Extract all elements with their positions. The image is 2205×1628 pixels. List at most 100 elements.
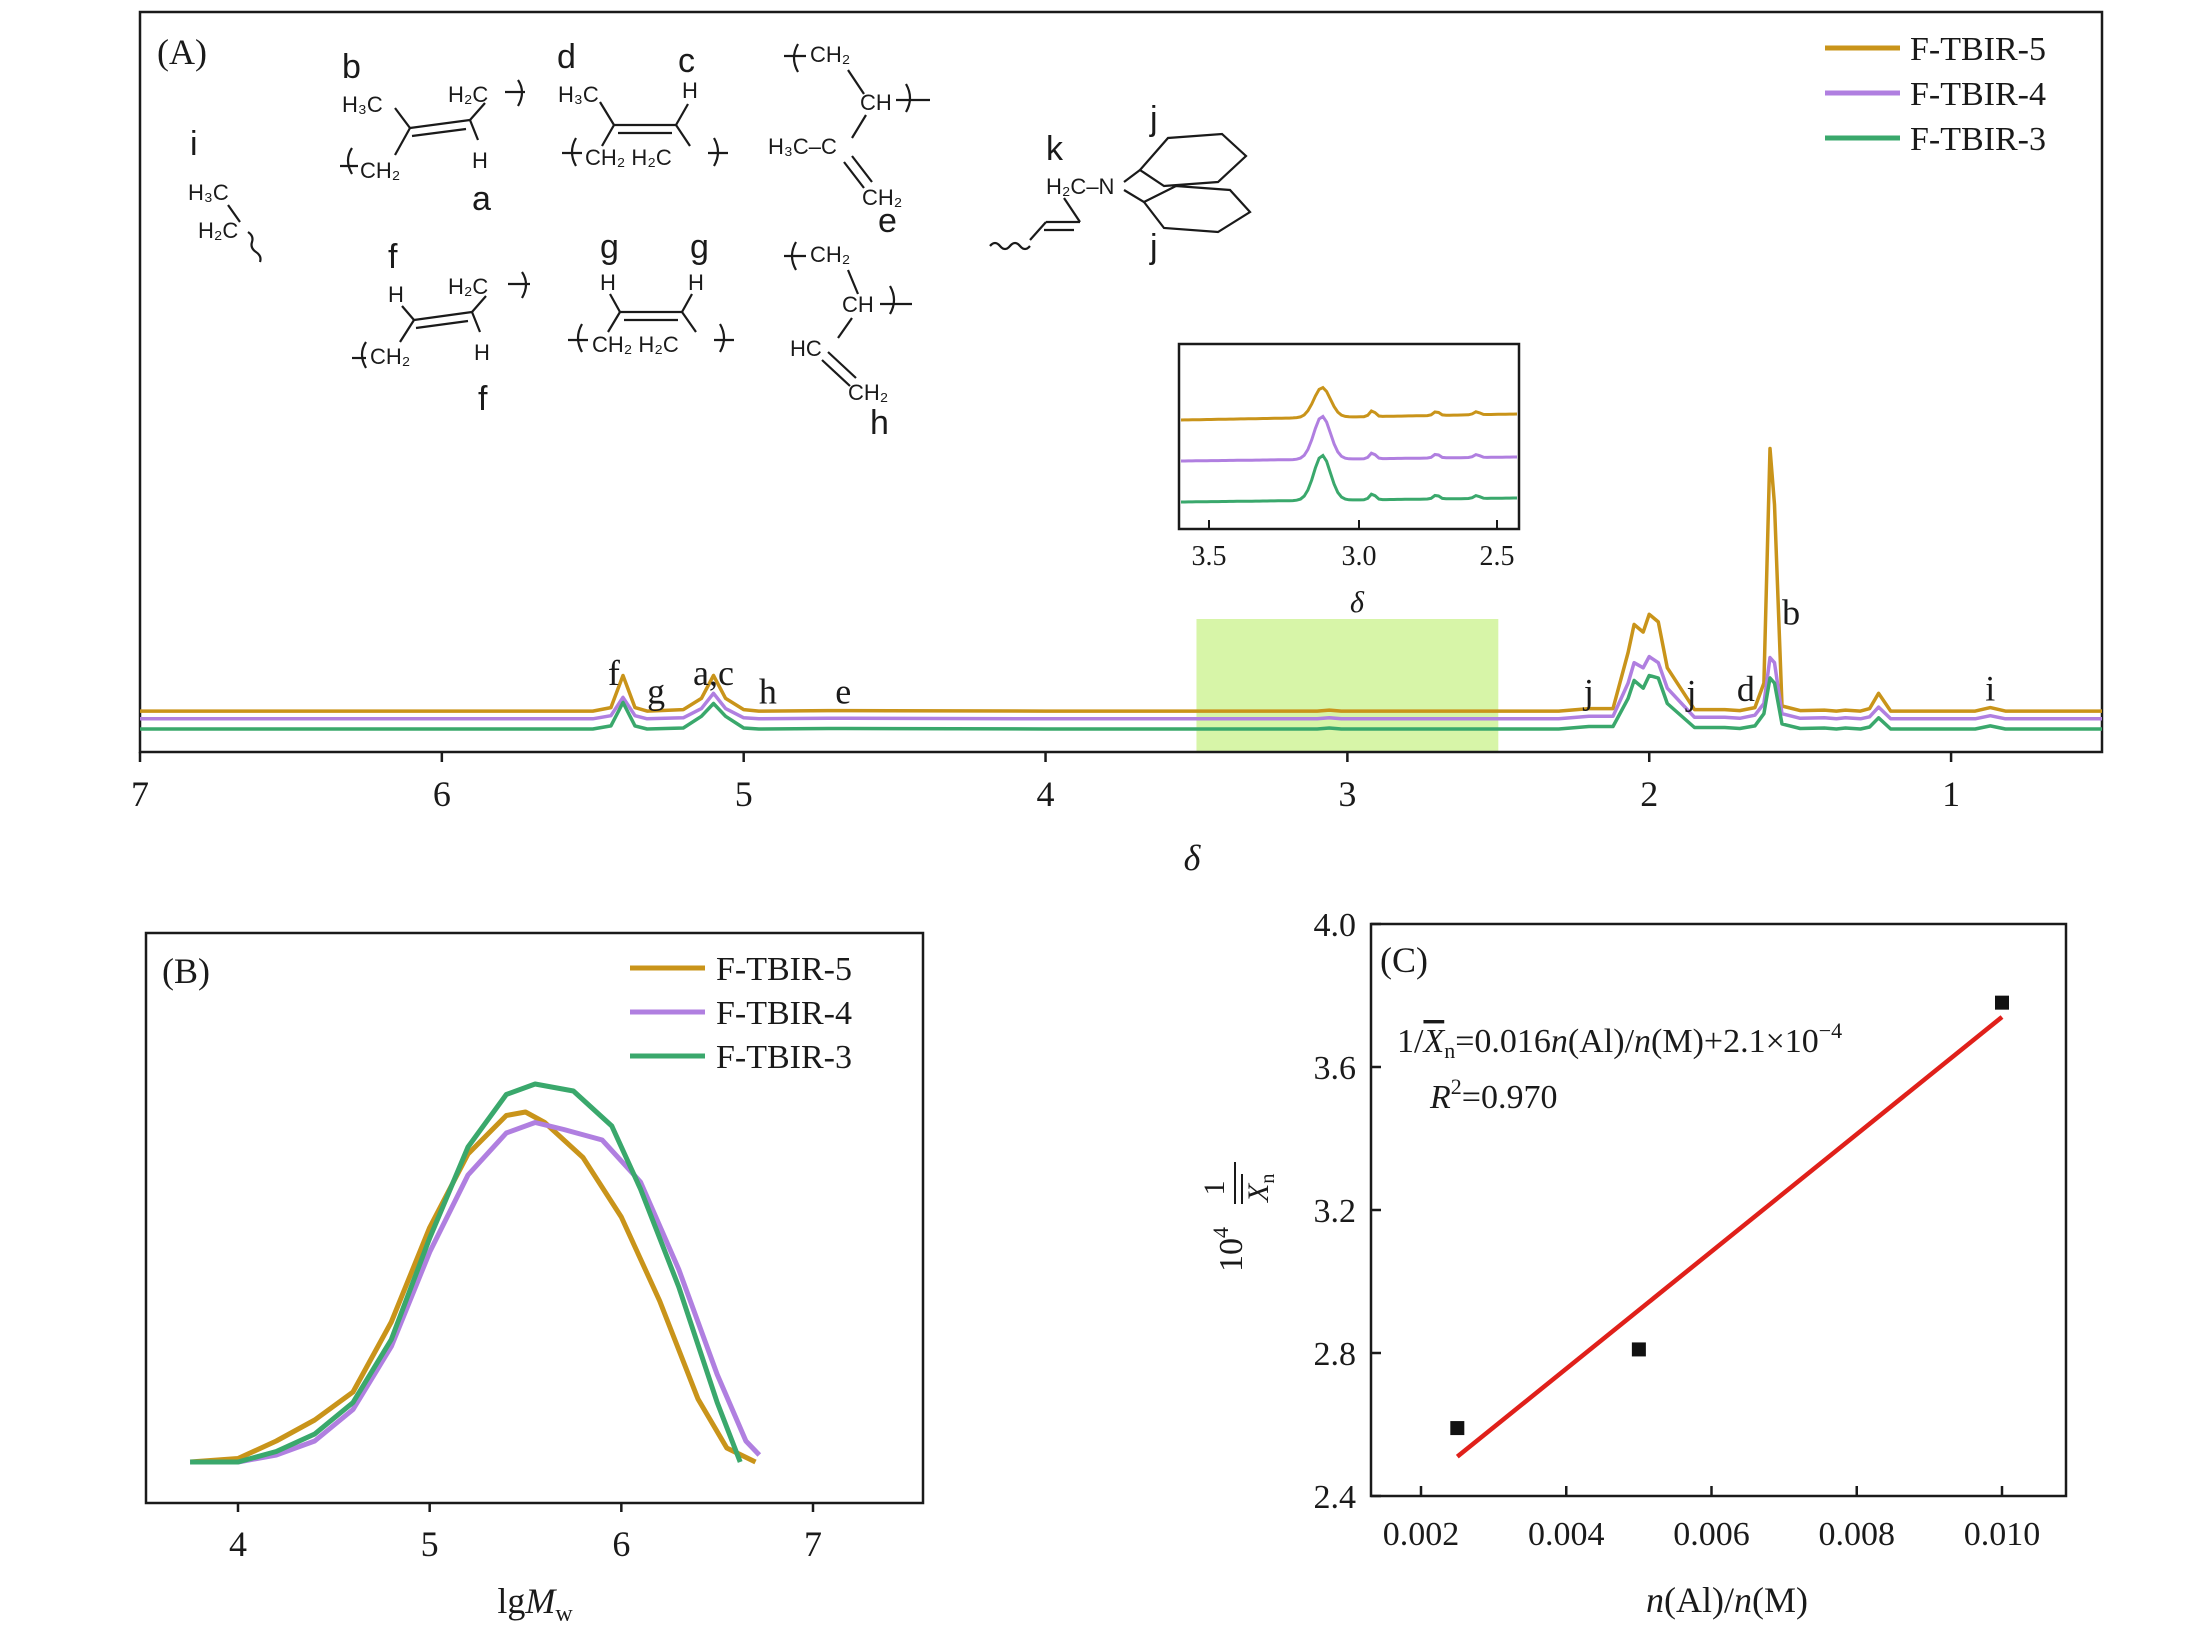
y-label-10: 104 xyxy=(1208,1227,1250,1272)
chem-text: H xyxy=(474,340,490,365)
cyclohexyl-ring xyxy=(1142,184,1252,234)
panel-a-legend: F-TBIR-5 F-TBIR-4 F-TBIR-3 xyxy=(1825,31,2046,158)
panel-b-curves xyxy=(189,1081,762,1465)
structure-label-f: f xyxy=(478,380,488,418)
y-label-part: 4 xyxy=(1208,1227,1233,1238)
chem-bond xyxy=(227,204,241,223)
panel-c-linear-fit: (C) 0.002 0.004 0.006 0.008 0.010 2.4 2.8 3.2 3.… xyxy=(1198,907,2068,1620)
chem-bond xyxy=(470,311,482,333)
chem-bracket xyxy=(576,323,583,353)
r2-part: 2 xyxy=(1451,1074,1462,1099)
structure-label-g: g xyxy=(600,228,619,266)
chem-bond xyxy=(675,103,689,126)
panel-a-frame xyxy=(138,10,2104,754)
panel-b-label: (B) xyxy=(162,951,210,991)
chem-bond xyxy=(675,124,691,147)
x-tick-label: 0.008 xyxy=(1819,1516,1896,1553)
chem-text: CH₂ xyxy=(810,42,850,67)
panel-c-label: (C) xyxy=(1380,940,1428,980)
peak-label-j: j xyxy=(1582,672,1594,712)
chem-bond xyxy=(843,161,865,189)
peak-label-f: f xyxy=(608,653,620,693)
series-line-f-tbir-5 xyxy=(189,1109,757,1465)
structure-label-i: i xyxy=(190,125,198,163)
chem-bracket xyxy=(889,285,896,315)
y-tick-label: 2.8 xyxy=(1314,1336,1357,1373)
chem-bracket xyxy=(719,323,726,353)
panel-a-spectra xyxy=(140,446,2102,731)
y-label-part: X xyxy=(1242,1182,1275,1203)
y-tick-label: 3.6 xyxy=(1314,1050,1357,1087)
peak-label-j: j xyxy=(1684,673,1696,713)
x-label-part: (Al)/ xyxy=(1664,1580,1734,1620)
peak-label-a-c: a,c xyxy=(693,653,734,693)
panel-b-x-axis: 4 5 6 7 xyxy=(229,1503,822,1564)
legend-label-f-tbir-5: F-TBIR-5 xyxy=(1910,31,2046,68)
chem-wavy-bond xyxy=(989,241,1031,251)
x-tick-label: 5 xyxy=(421,1524,439,1564)
eq-part: 1/ xyxy=(1397,1023,1424,1060)
chem-text: CH₂ xyxy=(862,185,902,210)
x-label-lg: lg xyxy=(497,1581,525,1621)
data-point xyxy=(1450,1421,1465,1436)
structure-label-c: c xyxy=(678,42,695,80)
panel-a-peak-labels: f g a,c h e j j db i xyxy=(608,592,1995,712)
x-tick-label: 4 xyxy=(1037,774,1055,814)
chem-text: H xyxy=(688,270,704,295)
y-label-numerator: 1 xyxy=(1198,1181,1231,1196)
x-tick-label: 4 xyxy=(229,1524,247,1564)
structure-label-h: h xyxy=(870,404,889,442)
chem-bond xyxy=(413,310,473,322)
chem-bond xyxy=(469,102,486,121)
y-label-denominator: Xn xyxy=(1242,1174,1279,1203)
chem-bracket xyxy=(360,341,367,369)
chem-bond xyxy=(846,269,860,295)
x-tick-label: 7 xyxy=(131,774,149,814)
chem-text: H xyxy=(472,148,488,173)
chem-bond xyxy=(609,293,621,313)
chem-bond xyxy=(847,69,865,95)
inset-tick-label: 3.0 xyxy=(1342,541,1377,572)
x-tick-label: 7 xyxy=(804,1524,822,1564)
panel-c-x-axis-label: n(Al)/n(M) xyxy=(1646,1580,1808,1620)
panel-b-legend: F-TBIR-5 F-TBIR-4 F-TBIR-3 xyxy=(630,951,852,1076)
chem-bond xyxy=(401,305,415,321)
chem-bond xyxy=(1029,221,1047,241)
chem-text: H xyxy=(388,282,404,307)
y-label-part: 10 xyxy=(1213,1238,1250,1272)
chem-bond xyxy=(468,119,480,141)
x-tick-label: 0.010 xyxy=(1964,1516,2041,1553)
peak-label-b: b xyxy=(1782,592,1800,632)
chem-text: CH₂ xyxy=(848,380,888,405)
structure-i: i H₃C H₂C xyxy=(188,125,262,263)
chem-text: H₃C xyxy=(558,82,599,107)
chem-text: CH₂ H₂C xyxy=(592,332,679,357)
chem-bond xyxy=(851,155,873,183)
x-tick-label: 0.004 xyxy=(1528,1516,1605,1553)
chem-bond xyxy=(821,359,851,387)
data-point xyxy=(1631,1342,1646,1357)
inset-line-f-tbir-4 xyxy=(1181,414,1517,463)
y-label-part: n xyxy=(1257,1174,1279,1184)
y-tick-label: 4.0 xyxy=(1314,907,1357,944)
chem-text: H₂C xyxy=(448,82,488,107)
structure-label-j: j xyxy=(1149,100,1158,138)
structure-label-a: a xyxy=(472,180,491,218)
panel-a-x-axis-label: δ xyxy=(1184,838,1202,878)
series-line-f-tbir-5 xyxy=(140,446,2102,713)
panel-b-x-axis-label: lgMw xyxy=(497,1581,573,1627)
chem-text: H₃C xyxy=(342,92,383,117)
x-tick-label: 5 xyxy=(735,774,753,814)
eq-part: n xyxy=(1551,1023,1568,1060)
chem-bond xyxy=(415,319,469,330)
legend-label-f-tbir-4: F-TBIR-4 xyxy=(716,995,852,1032)
series-line-f-tbir-4 xyxy=(190,1120,762,1465)
data-point xyxy=(1995,995,2009,1010)
chem-bond xyxy=(837,317,853,339)
y-tick-label: 3.2 xyxy=(1314,1193,1357,1230)
chem-bond xyxy=(1123,169,1141,183)
chem-bracket xyxy=(346,147,353,175)
structure-label-e: e xyxy=(878,202,897,240)
structure-label-b: b xyxy=(342,48,361,86)
